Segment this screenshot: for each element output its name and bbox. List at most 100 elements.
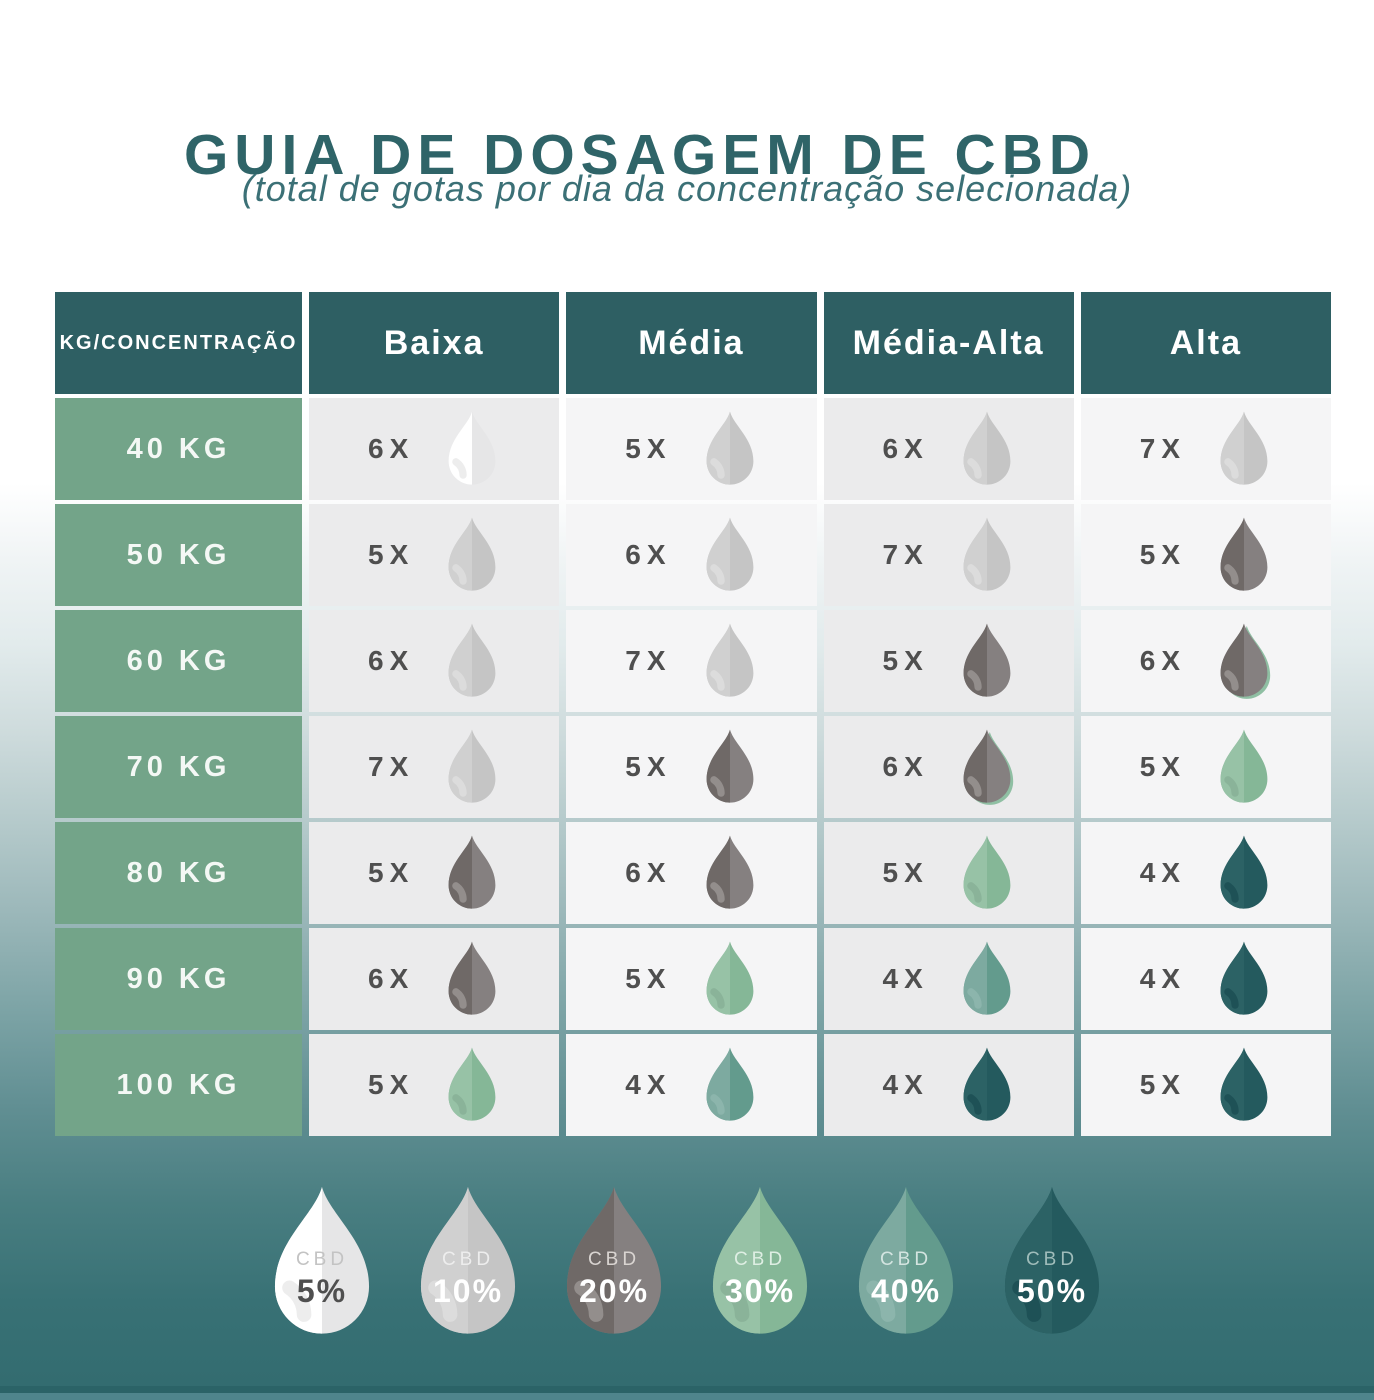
weight-row-header: 80 KG [55, 822, 302, 924]
bottom-strip [0, 1393, 1374, 1400]
droplet-icon [959, 728, 1015, 806]
dose-count: 4X [882, 963, 929, 994]
dose-count: 5X [882, 645, 929, 676]
dose-count: 5X [1139, 1069, 1186, 1100]
dose-count: 6X [368, 433, 415, 464]
droplet-icon [702, 410, 758, 488]
droplet-icon [959, 622, 1015, 700]
dose-count: 7X [882, 539, 929, 570]
droplet-icon [1216, 728, 1272, 806]
dose-count: 7X [625, 645, 672, 676]
dosage-cell: 5X [566, 716, 817, 818]
droplet-icon [959, 1046, 1015, 1124]
legend-pct-label: 10% [432, 1273, 504, 1309]
dosage-cell: 5X [309, 822, 560, 924]
weight-row-header: 50 KG [55, 504, 302, 606]
dose-count: 6X [625, 539, 672, 570]
dose-count: 5X [368, 857, 415, 888]
weight-row-header: 40 KG [55, 398, 302, 500]
dosage-cell: 6X [566, 822, 817, 924]
dosage-cell: 5X [566, 398, 817, 500]
legend-item: CBD 10% [412, 1183, 524, 1341]
legend-item: CBD 5% [266, 1183, 378, 1341]
column-header: Baixa [309, 292, 560, 394]
legend-pct-label: 20% [578, 1273, 650, 1309]
droplet-icon [959, 516, 1015, 594]
dose-count: 7X [1139, 433, 1186, 464]
dose-count: 4X [1139, 857, 1186, 888]
droplet-icon [558, 1183, 670, 1341]
droplet-icon [996, 1183, 1108, 1341]
dosage-table: KG/CONCENTRAÇÃO Baixa Média Média-Alta Alta 4… [55, 292, 1331, 1136]
droplet-icon [1216, 622, 1272, 700]
legend-cbd-label: CBD [587, 1249, 641, 1270]
dose-count: 6X [882, 433, 929, 464]
legend-cbd-label: CBD [295, 1249, 349, 1270]
droplet-icon [266, 1183, 378, 1341]
weight-row-header: 100 KG [55, 1034, 302, 1136]
droplet-icon [959, 410, 1015, 488]
bottom-divider [0, 1386, 1374, 1393]
dose-count: 6X [368, 963, 415, 994]
corner-header: KG/CONCENTRAÇÃO [55, 292, 302, 394]
droplet-icon [850, 1183, 962, 1341]
droplet-icon [702, 940, 758, 1018]
droplet-icon [412, 1183, 524, 1341]
dose-count: 6X [882, 751, 929, 782]
droplet-icon [444, 834, 500, 912]
dose-count: 5X [1139, 751, 1186, 782]
dosage-cell: 7X [823, 504, 1074, 606]
column-header: Média [566, 292, 817, 394]
dose-count: 5X [882, 857, 929, 888]
dosage-cell: 5X [566, 928, 817, 1030]
dose-count: 6X [625, 857, 672, 888]
droplet-icon [702, 516, 758, 594]
droplet-icon [444, 516, 500, 594]
page-title: GUIA DE DOSAGEM DE CBD [183, 123, 1097, 188]
legend-pct-label: 50% [1016, 1273, 1088, 1309]
weight-row-header: 70 KG [55, 716, 302, 818]
droplet-icon [1216, 1046, 1272, 1124]
dose-count: 5X [368, 539, 415, 570]
dose-count: 4X [1139, 963, 1186, 994]
droplet-icon [444, 622, 500, 700]
cbd-concentration-legend: CBD 5% CBD 10% CBD 20% CBD 30% CBD 40% CBD 50% [0, 1183, 1374, 1341]
dosage-cell: 4X [823, 928, 1074, 1030]
droplet-icon [1216, 834, 1272, 912]
dosage-cell: 5X [1080, 716, 1331, 818]
droplet-icon [959, 940, 1015, 1018]
dosage-cell: 4X [1080, 928, 1331, 1030]
droplet-icon [702, 834, 758, 912]
legend-item: CBD 30% [704, 1183, 816, 1341]
dosage-cell: 6X [1080, 610, 1331, 712]
dosage-cell: 4X [1080, 822, 1331, 924]
dose-count: 5X [625, 963, 672, 994]
droplet-icon [702, 728, 758, 806]
droplet-icon [444, 940, 500, 1018]
dosage-cell: 7X [1080, 398, 1331, 500]
legend-item: CBD 50% [996, 1183, 1108, 1341]
legend-cbd-label: CBD [733, 1249, 787, 1270]
dosage-cell: 6X [823, 398, 1074, 500]
legend-pct-label: 30% [724, 1273, 796, 1309]
legend-pct-label: 5% [296, 1273, 348, 1309]
dosage-cell: 4X [566, 1034, 817, 1136]
dose-count: 6X [368, 645, 415, 676]
dose-count: 5X [1139, 539, 1186, 570]
dose-count: 6X [1139, 645, 1186, 676]
dose-count: 5X [625, 751, 672, 782]
dose-count: 5X [625, 433, 672, 464]
legend-cbd-label: CBD [441, 1249, 495, 1270]
page-subtitle: (total de gotas por dia da concentração … [241, 168, 1133, 209]
droplet-icon [1216, 516, 1272, 594]
legend-item: CBD 20% [558, 1183, 670, 1341]
droplet-icon [704, 1183, 816, 1341]
droplet-icon [702, 622, 758, 700]
droplet-icon [444, 1046, 500, 1124]
droplet-icon [444, 410, 500, 488]
dosage-cell: 5X [309, 504, 560, 606]
dosage-cell: 6X [823, 716, 1074, 818]
dosage-cell: 7X [309, 716, 560, 818]
dose-count: 7X [368, 751, 415, 782]
weight-row-header: 90 KG [55, 928, 302, 1030]
